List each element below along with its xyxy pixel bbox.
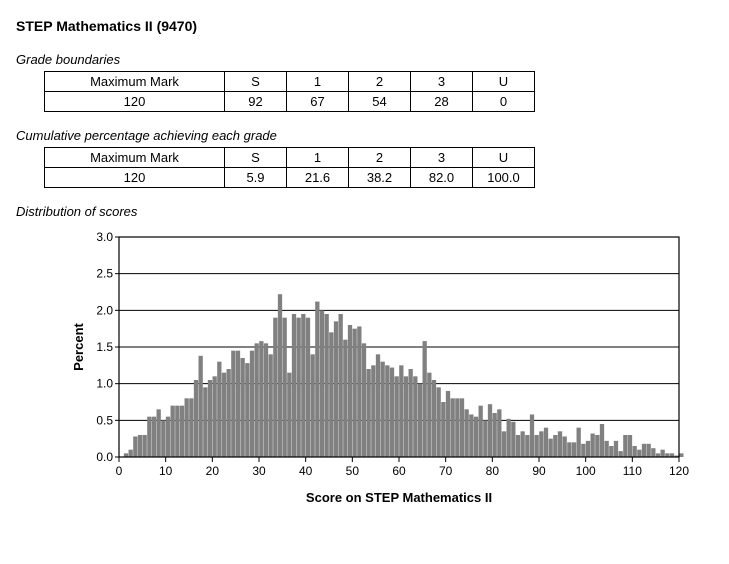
svg-text:110: 110 [623, 464, 642, 478]
svg-text:10: 10 [159, 464, 173, 478]
distribution-label: Distribution of scores [16, 204, 713, 219]
header-cell: 1 [287, 148, 349, 168]
histogram-svg: 0.0 0.5 1.0 1.5 2.0 2.5 3.0 0 10 20 30 40 50 60 70 80 90… [71, 227, 689, 512]
svg-text:0: 0 [116, 464, 123, 478]
svg-text:60: 60 [392, 464, 406, 478]
svg-text:20: 20 [206, 464, 220, 478]
svg-text:70: 70 [439, 464, 453, 478]
svg-text:100: 100 [576, 464, 596, 478]
svg-text:1.5: 1.5 [96, 340, 113, 354]
header-cell: 3 [411, 148, 473, 168]
grade-boundaries-label: Grade boundaries [16, 52, 713, 67]
data-cell: 120 [45, 168, 225, 188]
data-cell: 0 [473, 92, 535, 112]
header-cell: Maximum Mark [45, 148, 225, 168]
table-row: Maximum Mark S 1 2 3 U [45, 72, 535, 92]
svg-text:30: 30 [252, 464, 266, 478]
header-cell: S [225, 148, 287, 168]
data-cell: 5.9 [225, 168, 287, 188]
table-row: 120 5.9 21.6 38.2 82.0 100.0 [45, 168, 535, 188]
svg-text:90: 90 [532, 464, 546, 478]
data-cell: 82.0 [411, 168, 473, 188]
data-cell: 67 [287, 92, 349, 112]
svg-text:2.5: 2.5 [96, 267, 113, 281]
svg-text:50: 50 [346, 464, 360, 478]
svg-text:1.0: 1.0 [96, 377, 113, 391]
svg-text:3.0: 3.0 [96, 230, 113, 244]
data-cell: 54 [349, 92, 411, 112]
distribution-chart: 0.0 0.5 1.0 1.5 2.0 2.5 3.0 0 10 20 30 40 50 60 70 80 90… [71, 227, 713, 512]
page-title: STEP Mathematics II (9470) [16, 18, 713, 34]
header-cell: 1 [287, 72, 349, 92]
header-cell: S [225, 72, 287, 92]
header-cell: 2 [349, 72, 411, 92]
header-cell: Maximum Mark [45, 72, 225, 92]
data-cell: 92 [225, 92, 287, 112]
header-cell: 2 [349, 148, 411, 168]
header-cell: U [473, 72, 535, 92]
header-cell: U [473, 148, 535, 168]
grade-boundaries-table: Maximum Mark S 1 2 3 U 120 92 67 54 28 0 [44, 71, 535, 112]
data-cell: 28 [411, 92, 473, 112]
table-row: Maximum Mark S 1 2 3 U [45, 148, 535, 168]
svg-text:120: 120 [669, 464, 689, 478]
cumulative-label: Cumulative percentage achieving each gra… [16, 128, 713, 143]
svg-text:0.5: 0.5 [96, 413, 113, 427]
table-row: 120 92 67 54 28 0 [45, 92, 535, 112]
header-cell: 3 [411, 72, 473, 92]
data-cell: 100.0 [473, 168, 535, 188]
svg-text:Score on STEP Mathematics II: Score on STEP Mathematics II [306, 490, 492, 505]
svg-text:80: 80 [486, 464, 500, 478]
data-cell: 120 [45, 92, 225, 112]
svg-text:2.0: 2.0 [96, 303, 113, 317]
data-cell: 21.6 [287, 168, 349, 188]
svg-text:40: 40 [299, 464, 313, 478]
svg-text:Percent: Percent [71, 322, 86, 370]
data-cell: 38.2 [349, 168, 411, 188]
svg-text:0.0: 0.0 [96, 450, 113, 464]
cumulative-table: Maximum Mark S 1 2 3 U 120 5.9 21.6 38.2… [44, 147, 535, 188]
